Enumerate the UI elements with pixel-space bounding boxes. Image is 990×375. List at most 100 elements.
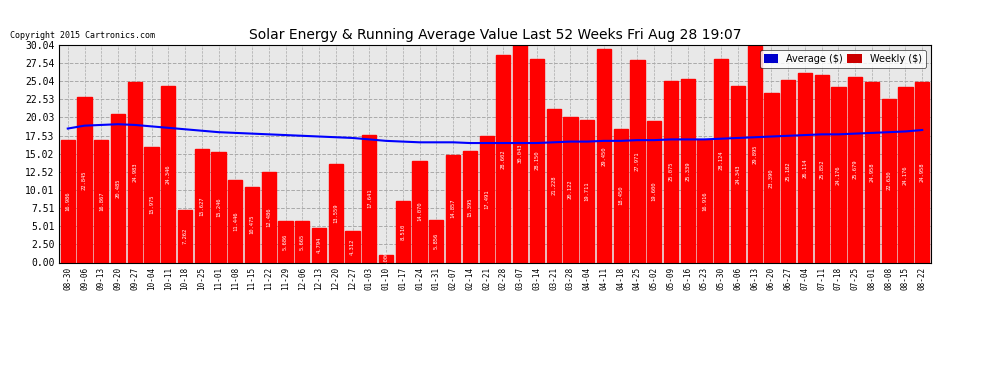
Bar: [261, 172, 276, 262]
Bar: [94, 140, 109, 262]
Text: 28.602: 28.602: [501, 149, 506, 169]
Text: 5.665: 5.665: [300, 234, 305, 250]
Bar: [161, 86, 175, 262]
Text: 19.600: 19.600: [651, 182, 656, 201]
Bar: [764, 93, 778, 262]
Bar: [580, 120, 594, 262]
Bar: [396, 201, 410, 262]
Text: 12.486: 12.486: [266, 207, 271, 227]
Bar: [631, 60, 644, 262]
Text: 10.475: 10.475: [249, 215, 254, 234]
Bar: [312, 228, 326, 262]
Text: 19.711: 19.711: [585, 182, 590, 201]
Bar: [111, 114, 125, 262]
Bar: [747, 46, 762, 262]
Text: 24.176: 24.176: [903, 165, 908, 185]
Text: 24.958: 24.958: [869, 162, 874, 182]
Text: 5.856: 5.856: [434, 233, 439, 249]
Bar: [664, 81, 678, 262]
Bar: [848, 76, 862, 262]
Bar: [346, 231, 359, 262]
Text: 24.346: 24.346: [165, 165, 171, 184]
Bar: [882, 99, 896, 262]
Text: 28.124: 28.124: [719, 151, 724, 170]
Bar: [479, 136, 494, 262]
Text: 8.510: 8.510: [400, 224, 405, 240]
Text: 13.559: 13.559: [334, 204, 339, 223]
Text: 14.857: 14.857: [450, 199, 455, 219]
Bar: [278, 221, 293, 262]
Bar: [295, 222, 310, 262]
Text: 17.641: 17.641: [367, 189, 372, 209]
Bar: [898, 87, 913, 262]
Legend: Average ($), Weekly ($): Average ($), Weekly ($): [759, 50, 926, 68]
Title: Solar Energy & Running Average Value Last 52 Weeks Fri Aug 28 19:07: Solar Energy & Running Average Value Las…: [248, 28, 742, 42]
Text: 25.075: 25.075: [668, 162, 673, 182]
Text: 23.390: 23.390: [769, 168, 774, 188]
Bar: [832, 87, 845, 262]
Bar: [496, 56, 511, 262]
Text: 25.679: 25.679: [852, 160, 857, 179]
Text: 16.916: 16.916: [702, 192, 707, 211]
Bar: [714, 59, 729, 262]
Bar: [245, 187, 259, 262]
Text: 17.491: 17.491: [484, 189, 489, 209]
Bar: [462, 151, 477, 262]
Text: 22.630: 22.630: [886, 171, 891, 190]
Bar: [781, 80, 795, 262]
Text: 11.446: 11.446: [233, 211, 238, 231]
Text: 29.450: 29.450: [601, 146, 607, 166]
Text: 15.246: 15.246: [216, 198, 221, 217]
Bar: [446, 155, 460, 262]
Bar: [697, 140, 712, 262]
Text: 5.686: 5.686: [283, 234, 288, 250]
Bar: [212, 152, 226, 262]
Bar: [680, 79, 695, 262]
Text: 27.971: 27.971: [635, 152, 640, 171]
Bar: [413, 160, 427, 262]
Bar: [228, 180, 243, 262]
Text: 20.122: 20.122: [568, 180, 573, 200]
Bar: [546, 109, 560, 262]
Text: 24.176: 24.176: [836, 165, 841, 185]
Text: 1.006: 1.006: [383, 251, 389, 267]
Bar: [865, 82, 879, 262]
Bar: [513, 45, 528, 262]
Bar: [379, 255, 393, 262]
Text: 29.895: 29.895: [752, 144, 757, 164]
Text: Copyright 2015 Cartronics.com: Copyright 2015 Cartronics.com: [10, 30, 154, 39]
Text: 4.312: 4.312: [350, 239, 355, 255]
Text: 14.070: 14.070: [417, 202, 422, 221]
Text: 30.043: 30.043: [518, 144, 523, 164]
Bar: [329, 164, 343, 262]
Text: 20.485: 20.485: [116, 178, 121, 198]
Text: 25.182: 25.182: [786, 162, 791, 181]
Bar: [614, 129, 628, 262]
Bar: [815, 75, 829, 262]
Bar: [597, 49, 611, 262]
Bar: [195, 149, 209, 262]
Text: 26.114: 26.114: [803, 158, 808, 178]
Bar: [915, 82, 930, 262]
Bar: [647, 121, 661, 262]
Text: 7.262: 7.262: [182, 228, 187, 244]
Bar: [430, 220, 444, 262]
Bar: [798, 74, 812, 262]
Text: 15.627: 15.627: [199, 196, 204, 216]
Bar: [145, 147, 158, 262]
Bar: [731, 86, 745, 262]
Text: 25.852: 25.852: [819, 159, 825, 178]
Text: 4.794: 4.794: [317, 237, 322, 253]
Bar: [60, 140, 75, 262]
Bar: [530, 58, 544, 262]
Text: 25.339: 25.339: [685, 161, 690, 180]
Text: 18.450: 18.450: [618, 186, 623, 206]
Text: 15.395: 15.395: [467, 197, 472, 216]
Text: 24.958: 24.958: [920, 162, 925, 182]
Text: 22.845: 22.845: [82, 170, 87, 189]
Bar: [563, 117, 577, 262]
Text: 15.975: 15.975: [149, 195, 154, 214]
Text: 16.986: 16.986: [65, 191, 70, 211]
Text: 28.150: 28.150: [535, 151, 540, 170]
Bar: [77, 97, 92, 262]
